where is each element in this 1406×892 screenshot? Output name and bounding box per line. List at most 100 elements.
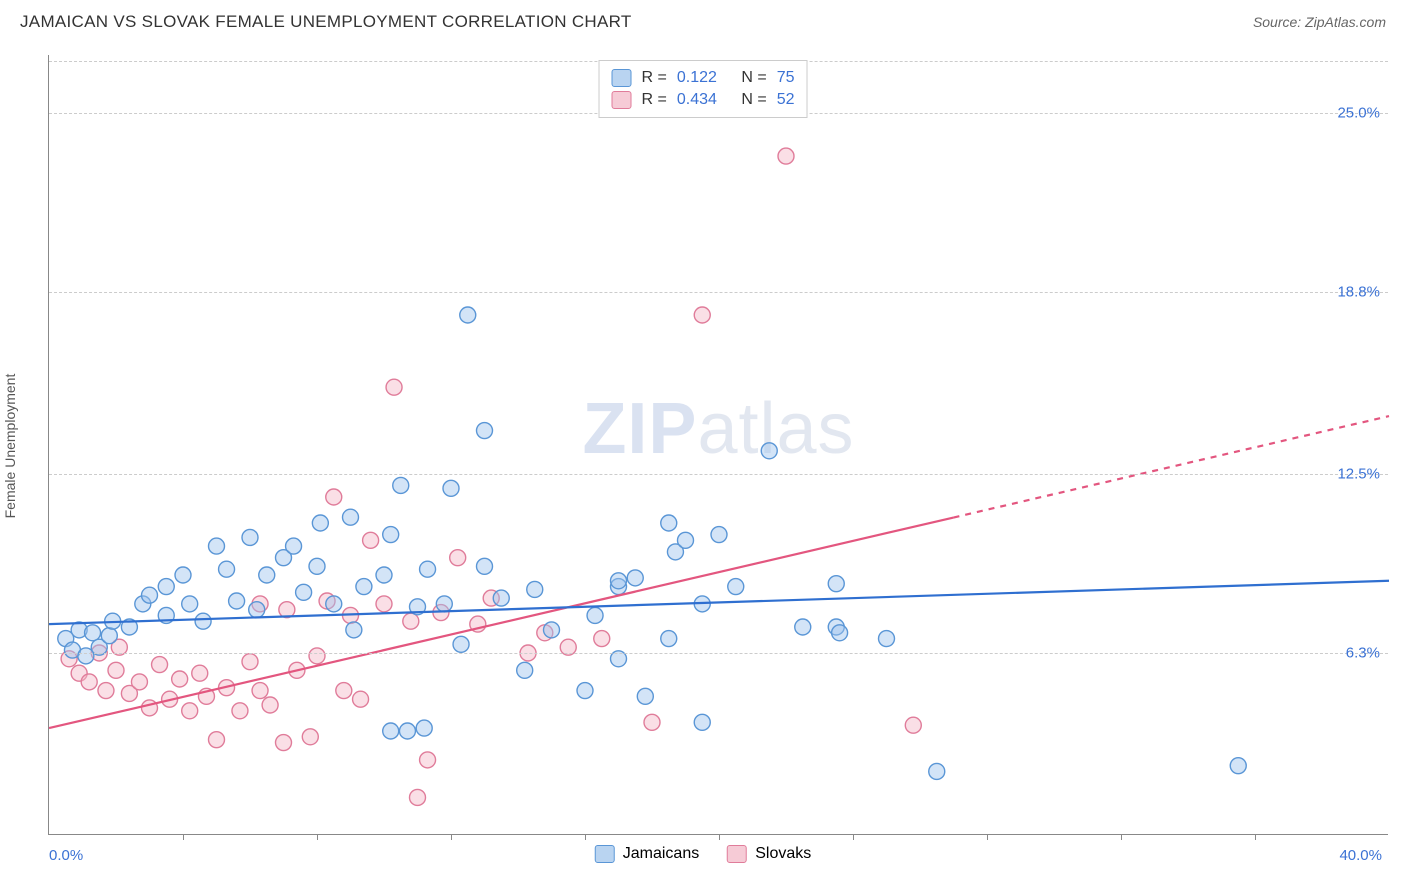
point-slovaks [252,683,268,699]
point-jamaicans [326,596,342,612]
legend-row-slovaks: R = 0.434 N = 52 [612,89,795,111]
point-jamaicans [661,515,677,531]
point-jamaicans [832,625,848,641]
point-jamaicans [711,527,727,543]
point-jamaicans [611,573,627,589]
point-jamaicans [637,688,653,704]
x-axis-max-label: 40.0% [1339,847,1382,864]
point-slovaks [276,735,292,751]
swatch-slovaks [727,845,747,863]
series-legend: Jamaicans Slovaks [595,845,812,863]
point-slovaks [403,613,419,629]
swatch-jamaicans [595,845,615,863]
point-slovaks [98,683,114,699]
point-slovaks [353,691,369,707]
point-slovaks [152,657,168,673]
x-tick [585,834,586,840]
point-jamaicans [728,579,744,595]
y-axis-label: Female Unemployment [2,374,18,519]
point-slovaks [262,697,278,713]
point-jamaicans [312,515,328,531]
point-jamaicans [527,581,543,597]
point-slovaks [644,714,660,730]
point-jamaicans [195,613,211,629]
point-slovaks [326,489,342,505]
point-jamaicans [443,480,459,496]
point-jamaicans [627,570,643,586]
point-jamaicans [343,509,359,525]
y-tick-label: 6.3% [1346,645,1380,662]
x-axis-min-label: 0.0% [49,847,83,864]
point-jamaicans [1230,758,1246,774]
point-jamaicans [929,763,945,779]
point-jamaicans [219,561,235,577]
swatch-jamaicans [612,69,632,87]
point-jamaicans [879,631,895,647]
point-jamaicans [296,584,312,600]
point-jamaicans [242,529,258,545]
point-slovaks [242,654,258,670]
point-jamaicans [393,477,409,493]
point-jamaicans [694,714,710,730]
jamaicans-r-value: 0.122 [677,69,717,87]
slovaks-n-value: 52 [777,91,795,109]
point-jamaicans [85,625,101,641]
n-label: N = [741,91,766,109]
point-slovaks [192,665,208,681]
n-label: N = [741,69,766,87]
x-tick [183,834,184,840]
correlation-legend: R = 0.122 N = 75 R = 0.434 N = 52 [599,60,808,118]
gridline-h [49,474,1388,475]
r-label: R = [642,91,667,109]
point-slovaks [778,148,794,164]
point-jamaicans [209,538,225,554]
point-jamaicans [436,596,452,612]
x-tick [1255,834,1256,840]
point-slovaks [309,648,325,664]
point-slovaks [905,717,921,733]
point-jamaicans [376,567,392,583]
trendline-slovaks [49,518,954,729]
point-jamaicans [142,587,158,603]
swatch-slovaks [612,91,632,109]
x-tick [1121,834,1122,840]
point-jamaicans [175,567,191,583]
point-jamaicans [346,622,362,638]
scatter-svg [49,55,1388,834]
x-tick [451,834,452,840]
point-slovaks [363,532,379,548]
point-jamaicans [182,596,198,612]
jamaicans-n-value: 75 [777,69,795,87]
point-jamaicans [477,558,493,574]
point-jamaicans [259,567,275,583]
point-jamaicans [249,602,265,618]
point-slovaks [209,732,225,748]
point-slovaks [336,683,352,699]
point-slovaks [376,596,392,612]
point-slovaks [232,703,248,719]
point-jamaicans [356,579,372,595]
point-jamaicans [309,558,325,574]
x-tick [317,834,318,840]
point-jamaicans [101,628,117,644]
point-slovaks [386,379,402,395]
legend-label-slovaks: Slovaks [755,845,811,863]
point-jamaicans [544,622,560,638]
source-attribution: Source: ZipAtlas.com [1253,14,1386,30]
point-jamaicans [229,593,245,609]
legend-row-jamaicans: R = 0.122 N = 75 [612,67,795,89]
chart-title: JAMAICAN VS SLOVAK FEMALE UNEMPLOYMENT C… [20,12,632,32]
x-tick [987,834,988,840]
point-jamaicans [453,636,469,652]
x-tick [719,834,720,840]
point-slovaks [594,631,610,647]
gridline-h [49,292,1388,293]
point-jamaicans [460,307,476,323]
trendline-jamaicans [49,581,1389,624]
point-jamaicans [493,590,509,606]
point-slovaks [694,307,710,323]
point-slovaks [420,752,436,768]
point-jamaicans [795,619,811,635]
trendline-slovaks-dashed [954,416,1390,517]
point-jamaicans [661,631,677,647]
